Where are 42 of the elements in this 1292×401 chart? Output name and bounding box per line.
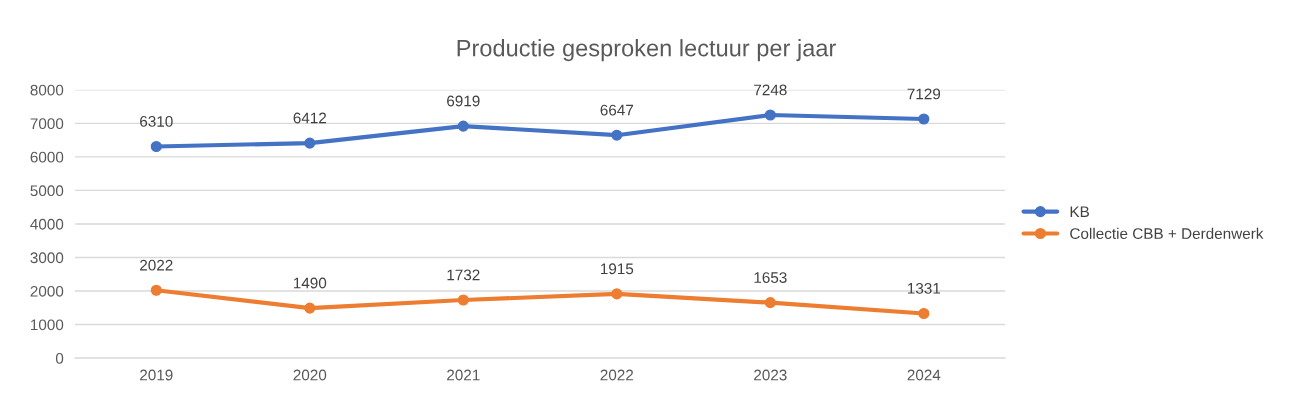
x-tick-label: 2022: [600, 369, 634, 381]
x-tick-label: 2020: [293, 369, 327, 381]
point: [918, 307, 930, 320]
data-label: 6647: [600, 104, 634, 116]
y-tick-label: 4000: [30, 218, 64, 230]
chart-title: Productie gesproken lectuur per jaar: [457, 39, 836, 62]
y-tick-label: 6000: [30, 151, 64, 163]
point: [304, 137, 316, 149]
point: [918, 113, 930, 125]
point: [457, 294, 469, 306]
data-label: 6919: [447, 95, 480, 107]
point: [764, 109, 776, 121]
data-label: 1331: [907, 282, 941, 294]
legend-label: KB: [1070, 206, 1089, 217]
y-tick-label: 8000: [30, 84, 64, 96]
point: [457, 120, 469, 132]
data-label: 1915: [600, 263, 634, 275]
point: [150, 284, 162, 296]
data-label: 6412: [293, 112, 327, 124]
y-tick-label: 7000: [30, 118, 64, 130]
x-tick-label: 2021: [447, 369, 480, 381]
y-tick-label: 1000: [31, 319, 64, 331]
point: [611, 288, 623, 300]
x-tick-label: 2024: [907, 369, 941, 381]
point: [150, 140, 162, 153]
data-label: 2022: [140, 259, 173, 271]
y-tick-label: 0: [55, 352, 64, 364]
y-tick-label: 5000: [30, 185, 64, 197]
data-label: 1653: [754, 272, 787, 283]
x-tick-label: 2023: [754, 369, 787, 381]
data-label: 7248: [754, 84, 787, 96]
y-tick-label: 3000: [30, 252, 64, 264]
y-tick-label: 2000: [30, 285, 64, 297]
point: [304, 302, 316, 314]
data-label: 1732: [447, 269, 480, 281]
data-label: 7129: [907, 88, 941, 100]
data-label: 6310: [140, 115, 173, 127]
point: [611, 129, 623, 141]
x-tick-label: 2019: [140, 369, 173, 381]
point: [764, 297, 776, 309]
legend-label: Collectie CBB + Derdenwerk: [1070, 227, 1264, 239]
data-label: 1490: [293, 277, 327, 289]
